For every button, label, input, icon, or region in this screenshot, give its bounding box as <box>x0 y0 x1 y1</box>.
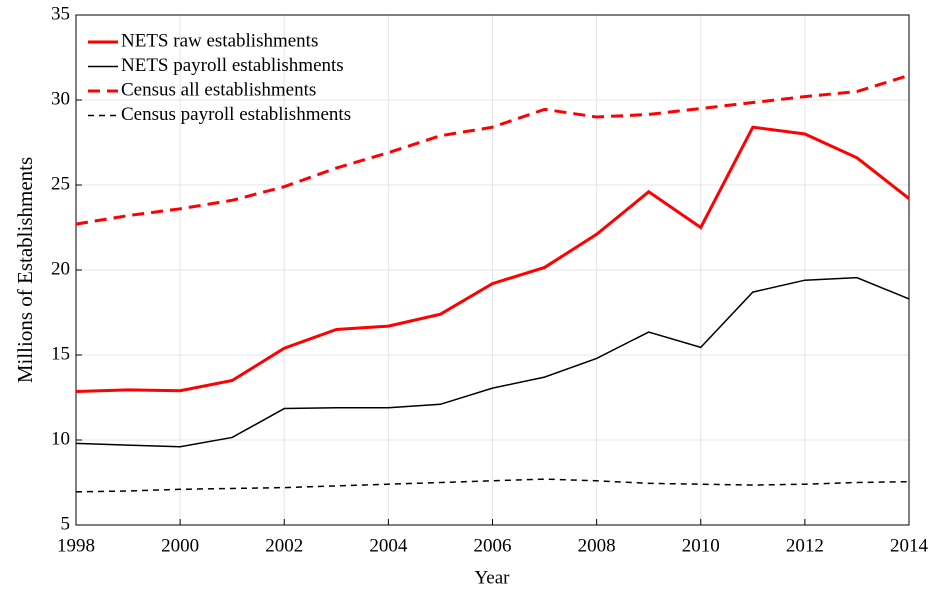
x-tick-label: 2004 <box>369 535 408 556</box>
plot-frame <box>75 14 910 526</box>
x-tick-label: 2000 <box>161 535 199 556</box>
legend-label: NETS payroll establishments <box>121 55 344 76</box>
legend-label: Census payroll establishments <box>121 104 351 125</box>
y-tick-label: 10 <box>51 428 70 449</box>
legend-label: NETS raw establishments <box>121 30 318 51</box>
series-line <box>75 125 910 394</box>
legend-label: Census all establishments <box>121 79 316 100</box>
x-tick-label: 2012 <box>786 535 824 556</box>
series-line <box>75 276 910 448</box>
x-tick-label: 2014 <box>890 535 929 556</box>
x-tick-label: 2006 <box>474 535 512 556</box>
y-tick-label: 30 <box>51 88 70 109</box>
series-line <box>75 73 910 226</box>
y-tick-label: 25 <box>51 173 70 194</box>
x-tick-label: 2008 <box>578 535 616 556</box>
y-tick-label: 35 <box>51 3 70 24</box>
x-tick-label: 2002 <box>265 535 303 556</box>
y-tick-label: 20 <box>51 258 70 279</box>
x-tick-label: 2010 <box>682 535 720 556</box>
y-axis-label: Millions of Establishments <box>13 157 37 383</box>
series-line <box>75 478 910 493</box>
y-tick-label: 5 <box>61 513 71 534</box>
y-tick-label: 15 <box>51 343 70 364</box>
x-tick-label: 1998 <box>57 535 95 556</box>
x-axis-label: Year <box>474 567 510 588</box>
